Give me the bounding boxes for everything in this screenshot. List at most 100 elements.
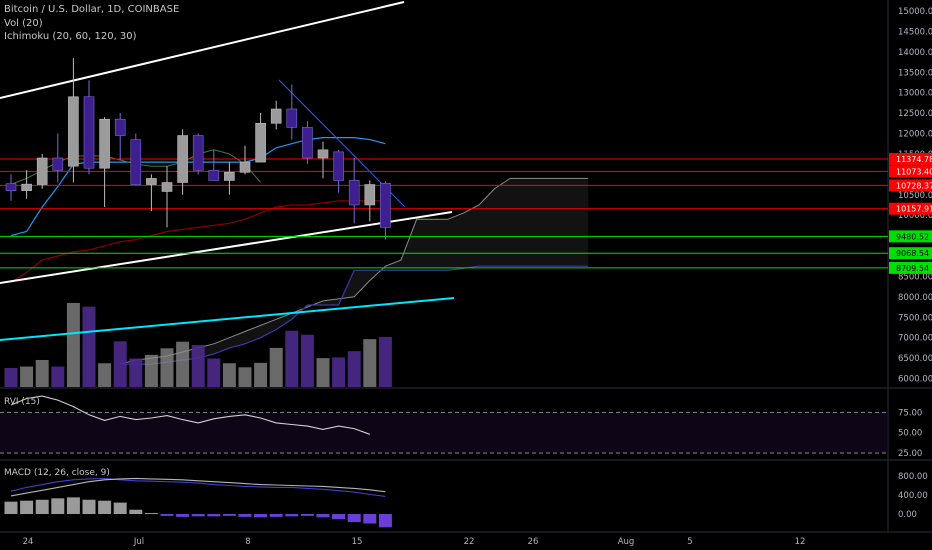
time-tick-label: Aug: [618, 537, 635, 547]
price-axis[interactable]: 15000.00 14500.00 14000.00 13500.00 13000.00…: [889, 7, 932, 385]
volume-bars: [4, 302, 392, 387]
macd-title[interactable]: MACD (12, 26, close, 9): [4, 468, 110, 478]
price-tick-label: 15000.00: [898, 7, 932, 17]
lower-channel-line[interactable]: [0, 211, 453, 284]
level-price-tag[interactable]: [889, 261, 932, 274]
macd-histogram-bar: [66, 497, 80, 514]
candle-body: [52, 157, 64, 171]
candle-body: [270, 108, 282, 124]
volume-bar: [269, 347, 283, 387]
macd-histogram-bar: [129, 509, 143, 514]
candlesticks: [5, 57, 391, 240]
macd-histogram-bar: [269, 514, 283, 517]
level-price-tag[interactable]: [889, 165, 932, 178]
level-price-tag-label: 11374.78: [896, 155, 932, 164]
time-tick-label: 15: [352, 537, 363, 547]
macd-tick-label: 800.00: [898, 472, 928, 482]
candle-body: [161, 182, 173, 192]
rvi-tick-label: 25.00: [898, 449, 922, 459]
macd-histogram-bar: [254, 514, 268, 518]
level-price-tag-label: 9480.52: [896, 232, 929, 241]
kijun-sen: [10, 200, 386, 284]
volume-bar: [254, 362, 268, 387]
candle-body: [146, 178, 157, 185]
macd-histogram-bar: [4, 501, 18, 514]
volume-bar: [285, 330, 299, 387]
candle-body: [83, 96, 95, 169]
macd-histogram-bar: [222, 514, 236, 516]
volume-bar: [4, 368, 18, 387]
macd-histogram-bar: [191, 514, 205, 517]
price-tick-label: 13500.00: [898, 68, 932, 78]
horizontal-levels[interactable]: [0, 158, 888, 269]
volume-bar: [222, 363, 236, 387]
volume-bar: [20, 366, 34, 387]
cyan-trendline[interactable]: [0, 297, 455, 341]
macd-histogram-bar: [113, 502, 127, 514]
level-price-tag[interactable]: [889, 202, 932, 215]
price-tick-label: 8000.00: [898, 293, 932, 303]
candle-body: [36, 157, 48, 185]
macd-histogram-bar: [378, 514, 392, 528]
volume-bar: [316, 358, 330, 387]
macd-histogram-bar: [82, 499, 96, 514]
candle-body: [21, 183, 32, 191]
macd-signal-line: [10, 477, 386, 497]
macd-line: [10, 477, 386, 497]
candle-body: [317, 149, 329, 159]
level-price-tag-label: 10157.91: [896, 205, 932, 214]
level-price-tag-label: 8709.54: [896, 264, 929, 273]
price-tick-label: 7000.00: [898, 334, 932, 344]
symbol-title[interactable]: Bitcoin / U.S. Dollar, 1D, COINBASE: [4, 4, 180, 15]
level-price-tag[interactable]: [889, 247, 932, 260]
macd-histogram-bar: [300, 514, 314, 516]
macd-histogram-bar: [160, 514, 174, 516]
candle-body: [68, 96, 79, 167]
volume-bar: [129, 358, 143, 387]
volume-bar: [35, 359, 49, 387]
level-price-tag[interactable]: [889, 153, 932, 166]
candle-body: [130, 139, 142, 185]
upper-channel-line[interactable]: [0, 1, 405, 99]
level-price-tag[interactable]: [889, 230, 932, 243]
trendline-drawings[interactable]: [0, 1, 455, 341]
time-tick-label: 22: [464, 537, 475, 547]
price-tick-label: 7500.00: [898, 313, 932, 323]
ichimoku-legend[interactable]: Ichimoku (20, 60, 120, 30): [4, 31, 137, 42]
rvi-band: [0, 412, 888, 453]
macd-histogram-bar: [363, 514, 377, 524]
macd-histogram-bar: [176, 514, 190, 517]
volume-bar: [144, 354, 158, 387]
volume-legend[interactable]: Vol (20): [4, 18, 43, 29]
level-price-tag-label: 9068.54: [896, 249, 929, 258]
price-tick-label: 13000.00: [898, 89, 932, 99]
volume-bar: [363, 339, 377, 387]
volume-bar: [191, 344, 205, 387]
candle-body: [177, 135, 188, 183]
macd-histogram-bar: [207, 514, 221, 517]
time-tick-label: 24: [23, 537, 34, 547]
candle-body: [208, 169, 220, 181]
volume-bar: [113, 341, 127, 387]
volume-bar: [82, 306, 96, 387]
price-tick-label: 8500.00: [898, 272, 932, 282]
price-tick-label: 14000.00: [898, 48, 932, 58]
macd-histogram-bar: [98, 500, 112, 514]
candle-body: [286, 108, 298, 128]
time-axis[interactable]: 24 Jul 8 15 22 26 Aug 5 12: [23, 537, 806, 547]
macd-histogram-bar: [144, 513, 158, 515]
volume-bar: [207, 358, 221, 387]
macd-tick-label: 0.00: [898, 510, 917, 520]
volume-bar: [51, 366, 65, 387]
candle-body: [333, 151, 344, 181]
rvi-title[interactable]: RVI (15): [4, 397, 40, 407]
time-tick-label: 12: [795, 537, 806, 547]
candle-body: [302, 127, 313, 159]
volume-bar: [176, 341, 190, 387]
macd-histogram-bar: [238, 514, 252, 517]
level-price-tag[interactable]: [889, 179, 932, 192]
macd-histogram-bar: [347, 514, 361, 523]
rvi-tick-label: 75.00: [898, 408, 922, 418]
candle-body: [224, 171, 235, 181]
